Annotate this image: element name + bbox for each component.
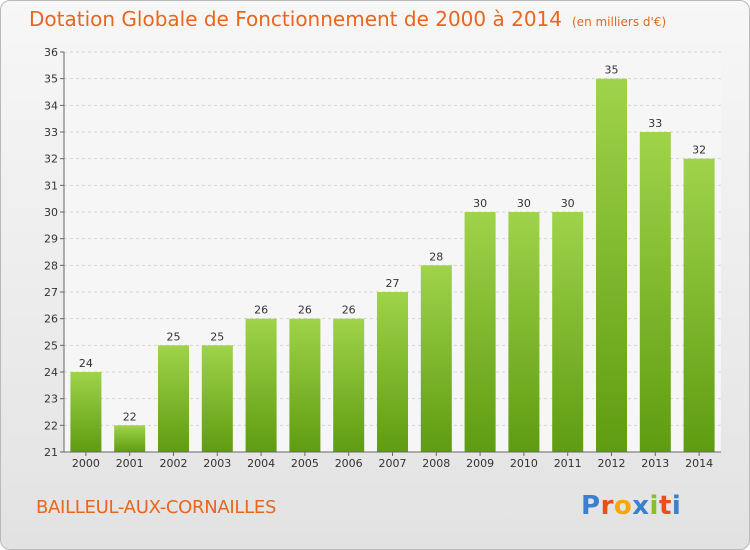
value-label-2002: 25: [167, 330, 181, 343]
x-tick-label-2010: 2010: [510, 457, 538, 470]
bar-2001: [114, 425, 146, 452]
title-text: Dotation Globale de Fonctionnement de 20…: [29, 7, 562, 31]
value-label-2009: 30: [473, 197, 487, 210]
logo-letter: o: [613, 491, 633, 521]
logo-letter: x: [632, 491, 650, 521]
x-tick-label-2000: 2000: [72, 457, 100, 470]
bar-2002: [158, 345, 189, 452]
bar-2013: [639, 132, 671, 452]
y-tick-label: 36: [44, 46, 58, 59]
y-tick-label: 29: [44, 233, 58, 246]
value-label-2004: 26: [254, 304, 268, 317]
value-label-2005: 26: [298, 304, 312, 317]
chart-title: Dotation Globale de Fonctionnement de 20…: [29, 7, 666, 31]
bar-2003: [201, 345, 233, 452]
x-tick-label-2003: 2003: [203, 457, 231, 470]
y-tick-label: 35: [44, 73, 58, 86]
commune-name: BAILLEUL-AUX-CORNAILLES: [36, 497, 277, 518]
value-label-2003: 25: [210, 330, 224, 343]
x-tick-label-2001: 2001: [116, 457, 144, 470]
x-tick-label-2012: 2012: [598, 457, 626, 470]
y-tick-label: 30: [44, 206, 58, 219]
x-tick-label-2014: 2014: [685, 457, 713, 470]
value-label-2014: 32: [692, 144, 706, 157]
value-label-2001: 22: [123, 410, 137, 423]
y-tick-label: 27: [44, 286, 58, 299]
x-tick-label-2005: 2005: [291, 457, 319, 470]
bar-2006: [333, 318, 365, 452]
x-tick-label-2007: 2007: [379, 457, 407, 470]
y-tick-label: 34: [44, 99, 58, 112]
value-label-2008: 28: [429, 250, 443, 263]
logo-letter: i: [671, 491, 682, 521]
y-tick-label: 26: [44, 313, 58, 326]
y-tick-label: 32: [44, 153, 58, 166]
logo-letter: P: [581, 491, 601, 521]
x-tick-label-2002: 2002: [160, 457, 188, 470]
bar-2007: [377, 292, 408, 452]
bar-2004: [245, 318, 277, 452]
value-label-2010: 30: [517, 197, 531, 210]
bar-2008: [420, 265, 452, 452]
x-tick-label-2011: 2011: [554, 457, 582, 470]
value-label-2013: 33: [648, 117, 662, 130]
x-tick-label-2008: 2008: [422, 457, 450, 470]
value-label-2006: 26: [342, 304, 356, 317]
x-tick-label-2004: 2004: [247, 457, 275, 470]
value-label-2007: 27: [386, 277, 400, 290]
y-tick-label: 23: [44, 393, 58, 406]
x-tick-label-2013: 2013: [641, 457, 669, 470]
y-tick-label: 31: [44, 179, 58, 192]
y-tick-label: 28: [44, 259, 58, 272]
value-label-2000: 24: [79, 357, 93, 370]
bar-2014: [683, 158, 715, 452]
y-tick-label: 21: [44, 446, 58, 459]
x-tick-label-2006: 2006: [335, 457, 363, 470]
bar-2005: [289, 318, 321, 452]
y-tick-label: 25: [44, 339, 58, 352]
logo-letter: t: [658, 491, 672, 521]
bar-2009: [464, 212, 496, 452]
logo-letter: r: [600, 491, 614, 521]
bar-2012: [596, 78, 627, 453]
value-label-2012: 35: [605, 64, 619, 77]
proxiti-logo: Proxiti: [581, 491, 681, 521]
unit-note: (en milliers d'€): [572, 15, 667, 29]
logo-letter: i: [649, 491, 659, 521]
value-label-2011: 30: [561, 197, 575, 210]
bar-2010: [508, 212, 540, 452]
y-tick-label: 24: [44, 366, 58, 379]
y-tick-label: 22: [44, 419, 58, 432]
bar-2000: [70, 372, 102, 452]
bar-2011: [552, 212, 584, 452]
x-tick-label-2009: 2009: [466, 457, 494, 470]
y-tick-label: 33: [44, 126, 58, 139]
